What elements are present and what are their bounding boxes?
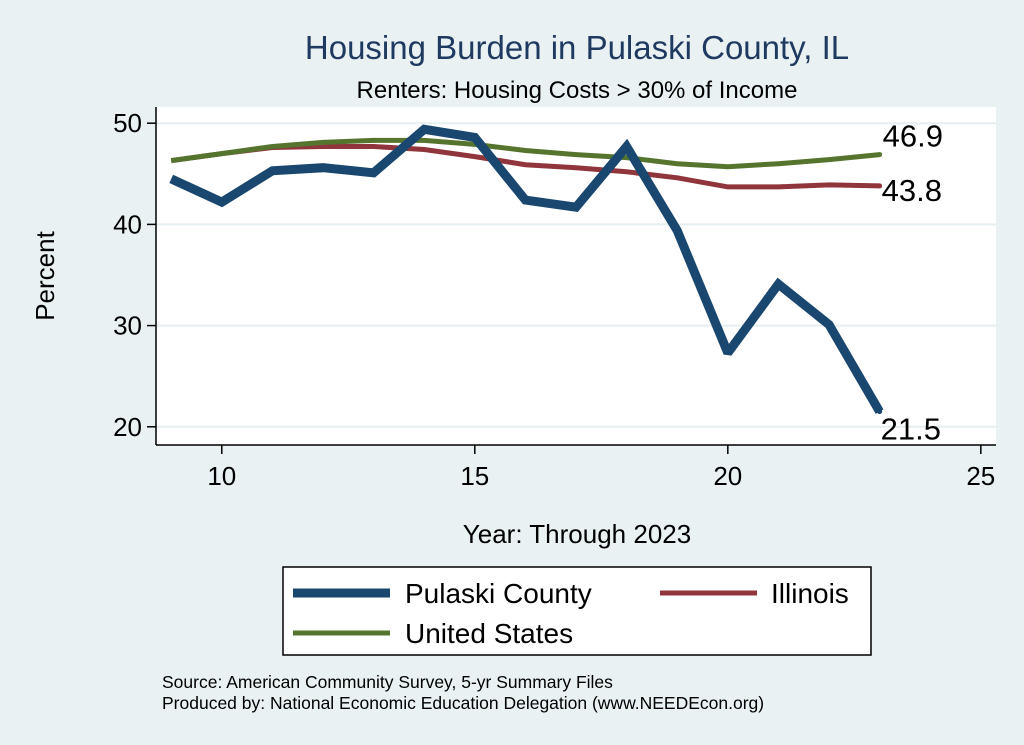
- gridlines: [156, 122, 996, 428]
- end-point-illinois: [877, 183, 883, 189]
- x-tick-label-10: 10: [207, 461, 236, 491]
- y-tick-label-20: 20: [113, 412, 142, 442]
- legend-label-illinois: Illinois: [771, 578, 849, 609]
- axis-ticks: 20 30 40 50 10 15 20 25: [113, 108, 995, 491]
- x-axis-title: Year: Through 2023: [463, 519, 691, 549]
- end-label-united-states: 46.9: [883, 119, 943, 154]
- chart-subtitle: Renters: Housing Costs > 30% of Income: [357, 77, 798, 104]
- producer-note: Produced by: National Economic Education…: [162, 693, 764, 713]
- legend-label-pulaski-county: Pulaski County: [405, 578, 592, 609]
- series-line-united-states: [170, 137, 880, 170]
- y-axis-title: Percent: [30, 230, 60, 320]
- end-label-illinois: 43.8: [882, 173, 942, 208]
- end-point-united-states: [877, 152, 883, 158]
- series-line-pulaski-county: [169, 124, 884, 414]
- x-tick-label-20: 20: [713, 461, 742, 491]
- source-note: Source: American Community Survey, 5-yr …: [162, 672, 613, 692]
- plot-area: [156, 107, 996, 445]
- end-labels: 43.8 46.9 21.5: [881, 119, 943, 447]
- y-tick-label-40: 40: [113, 209, 142, 239]
- end-point-pulaski-county: [877, 409, 883, 415]
- legend-box: [282, 566, 872, 656]
- chart-title: Housing Burden in Pulaski County, IL: [305, 29, 849, 66]
- legend-label-united-states: United States: [405, 618, 573, 649]
- x-tick-label-15: 15: [460, 461, 489, 491]
- series-lines: [169, 124, 884, 415]
- y-tick-label-30: 30: [113, 311, 142, 341]
- x-tick-label-25: 25: [966, 461, 995, 491]
- legend: Pulaski County Illinois United States: [282, 566, 872, 656]
- end-label-pulaski-county: 21.5: [881, 412, 941, 447]
- y-tick-label-50: 50: [113, 108, 142, 138]
